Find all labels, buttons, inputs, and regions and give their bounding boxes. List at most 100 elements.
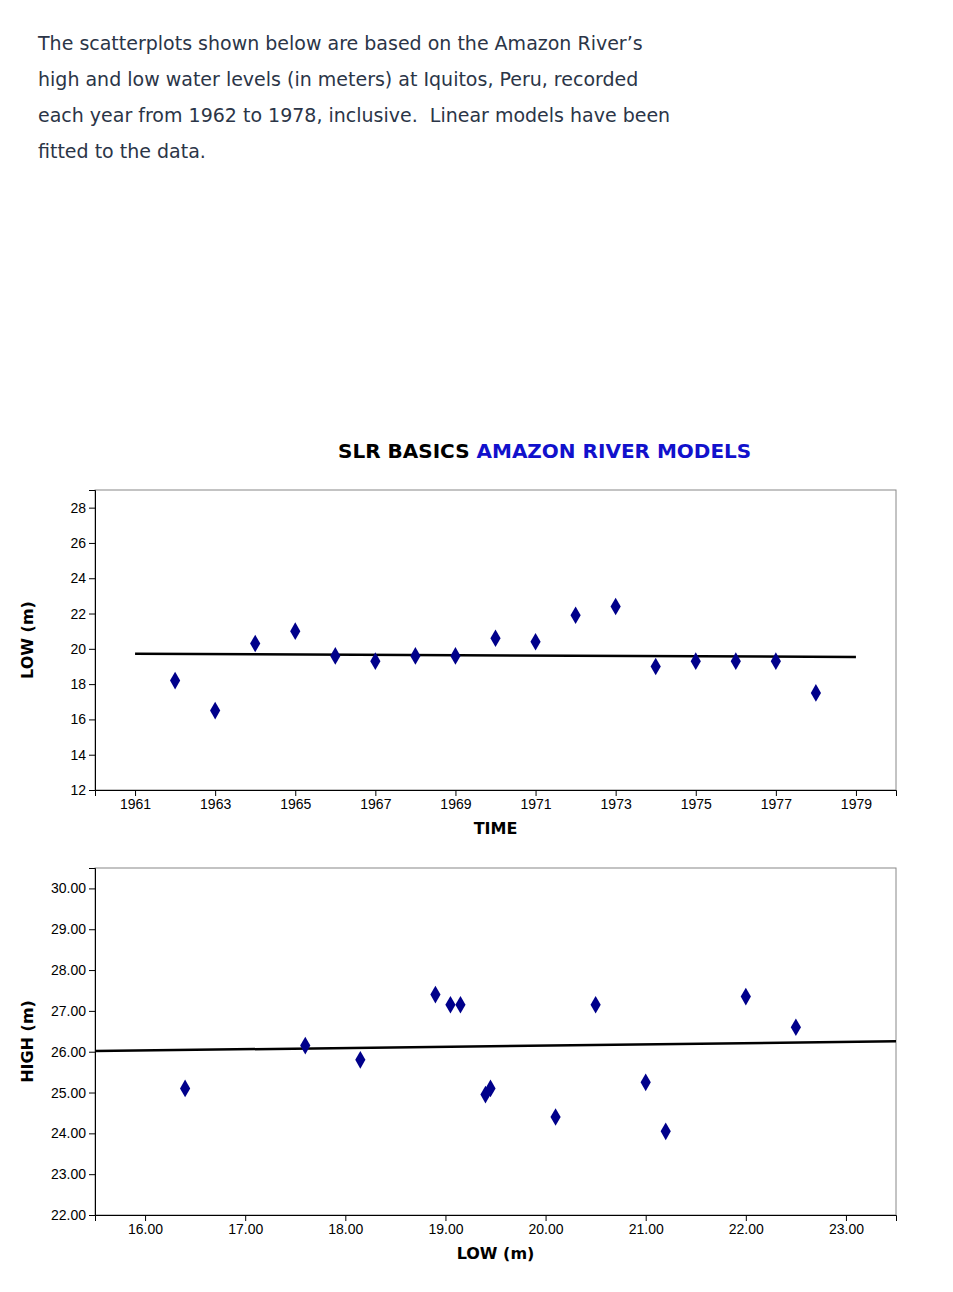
x-tick-label: 1973 xyxy=(601,796,632,812)
y-tick-label: 28 xyxy=(70,500,86,516)
x-tick: 1961 xyxy=(120,790,151,812)
x-tick-label: 16.00 xyxy=(128,1221,163,1237)
x-tick: 18.00 xyxy=(328,1215,363,1237)
y-tick: 26.00 xyxy=(51,1044,95,1060)
y-tick: 25.00 xyxy=(51,1085,95,1101)
y-tick-mark xyxy=(89,578,95,579)
point xyxy=(611,598,621,616)
y-tick-mark xyxy=(89,1215,95,1216)
y-tick-mark xyxy=(89,970,95,971)
y-tick-mark xyxy=(89,684,95,685)
x-tick: 1971 xyxy=(520,790,551,812)
y-tick-mark xyxy=(89,649,95,650)
fit-line xyxy=(135,654,856,657)
y-tick-label: 22 xyxy=(70,606,86,622)
title-part: AMAZON RIVER MODELS xyxy=(477,439,752,463)
y-tick: 24.00 xyxy=(51,1125,95,1141)
y-tick-label: 20 xyxy=(70,641,86,657)
y-tick: 29.00 xyxy=(51,921,95,937)
marks xyxy=(95,986,896,1140)
y-tick-mark xyxy=(89,755,95,756)
x-tick-label: 22.00 xyxy=(729,1221,764,1237)
x-tick: 1969 xyxy=(440,790,471,812)
point xyxy=(530,633,540,651)
y-tick-label: 30.00 xyxy=(51,880,86,896)
point xyxy=(691,652,701,670)
x-tick-label: 1971 xyxy=(520,796,551,812)
y-tick-mark xyxy=(89,1174,95,1175)
y-tick: 26 xyxy=(70,535,95,551)
y-tick: 27.00 xyxy=(51,1003,95,1019)
point xyxy=(170,672,180,690)
y-tick: 16 xyxy=(70,711,95,727)
point xyxy=(550,1108,560,1126)
marks xyxy=(135,598,856,720)
point xyxy=(290,622,300,640)
point xyxy=(811,684,821,702)
description-line: each year from 1962 to 1978, inclusive. … xyxy=(38,104,670,126)
y-axis-title: LOW (m) xyxy=(18,601,37,679)
y-tick: 30.00 xyxy=(51,880,95,896)
point xyxy=(410,647,420,665)
point xyxy=(661,1122,671,1140)
plot: 16.0017.0018.0019.0020.0021.0022.0023.00… xyxy=(18,868,897,1263)
x-tick: 1973 xyxy=(601,790,632,812)
x-tick: 21.00 xyxy=(629,1215,664,1237)
y-tick: 12 xyxy=(70,782,95,798)
y-tick-mark xyxy=(89,1133,95,1134)
x-tick-label: 1963 xyxy=(200,796,231,812)
y-tick-label: 14 xyxy=(70,747,86,763)
x-tick-label: 19.00 xyxy=(428,1221,463,1237)
y-tick-mark xyxy=(89,1093,95,1094)
y-tick-label: 18 xyxy=(70,676,86,692)
x-tick-label: 1969 xyxy=(440,796,471,812)
x-tick-label: 17.00 xyxy=(228,1221,263,1237)
y-tick-mark xyxy=(89,888,95,889)
description-line: The scatterplots shown below are based o… xyxy=(37,32,643,54)
y-tick: 24 xyxy=(70,570,95,586)
y-tick-label: 16 xyxy=(70,711,86,727)
y-tick: 22 xyxy=(70,606,95,622)
x-tick: 1977 xyxy=(761,790,792,812)
x-axis: 1961196319651967196919711973197519771979 xyxy=(96,790,897,812)
x-tick: 19.00 xyxy=(428,1215,463,1237)
point xyxy=(430,986,440,1004)
point xyxy=(250,635,260,653)
y-tick: 14 xyxy=(70,747,95,763)
point xyxy=(651,658,661,676)
title-part: SLR BASICS xyxy=(338,439,477,463)
y-tick-label: 23.00 xyxy=(51,1166,86,1182)
x-axis: 16.0017.0018.0019.0020.0021.0022.0023.00 xyxy=(96,1215,897,1237)
point xyxy=(641,1073,651,1091)
description-line: fitted to the data. xyxy=(38,140,206,162)
x-tick: 1975 xyxy=(681,790,712,812)
y-tick: 18 xyxy=(70,676,95,692)
x-tick-label: 1975 xyxy=(681,796,712,812)
y-tick-label: 26.00 xyxy=(51,1044,86,1060)
y-axis-title: HIGH (m) xyxy=(18,1000,37,1083)
point xyxy=(300,1037,310,1055)
title: SLR BASICS AMAZON RIVER MODELS xyxy=(338,439,751,463)
point xyxy=(731,652,741,670)
y-tick-mark xyxy=(89,790,95,791)
y-tick-mark xyxy=(89,929,95,930)
x-tick: 16.00 xyxy=(128,1215,163,1237)
y-tick: 20 xyxy=(70,641,95,657)
fit-line xyxy=(95,1041,896,1051)
point xyxy=(490,629,500,647)
y-tick-label: 27.00 xyxy=(51,1003,86,1019)
point xyxy=(771,652,781,670)
x-tick-label: 18.00 xyxy=(328,1221,363,1237)
y-tick-label: 22.00 xyxy=(51,1207,86,1223)
y-tick: 28 xyxy=(70,500,95,516)
plot-frame xyxy=(95,868,896,1215)
y-tick-mark xyxy=(89,614,95,615)
y-tick-label: 29.00 xyxy=(51,921,86,937)
point xyxy=(571,606,581,624)
x-tick: 1965 xyxy=(280,790,311,812)
point xyxy=(370,652,380,670)
x-tick-label: 1977 xyxy=(761,796,792,812)
y-tick-label: 28.00 xyxy=(51,962,86,978)
y-tick-label: 25.00 xyxy=(51,1085,86,1101)
point xyxy=(741,988,751,1006)
